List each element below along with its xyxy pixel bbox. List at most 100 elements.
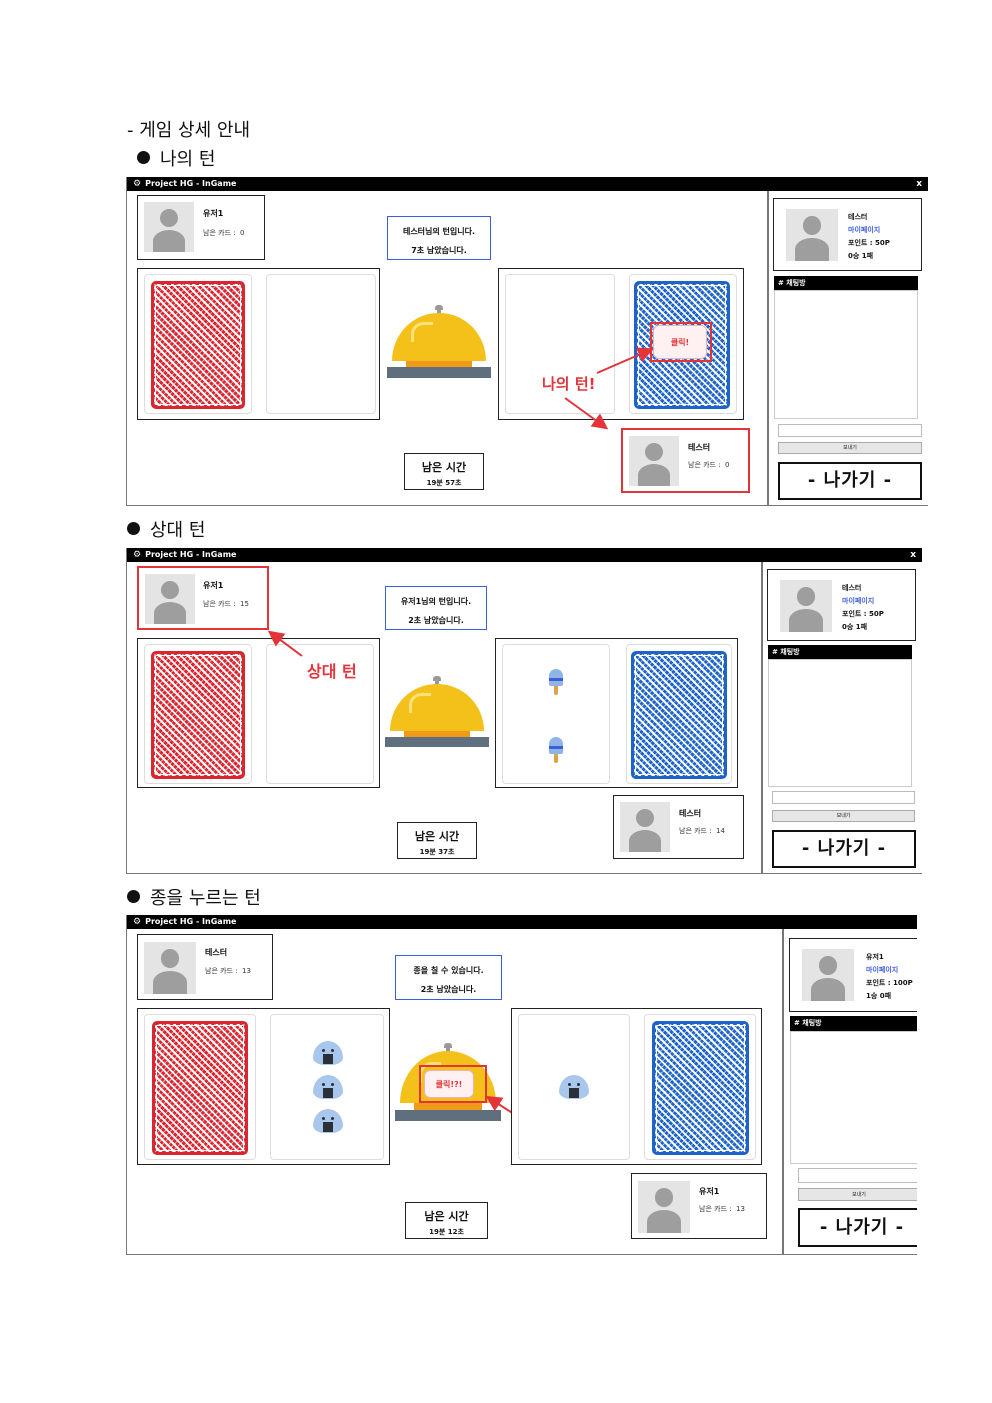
profile-card: 테스터 마이페이지 포인트 : 50P 0승 1패: [773, 198, 922, 271]
send-button[interactable]: 보내기: [778, 442, 922, 454]
game-screenshot-opponent-turn: ⚙ Project HG - InGame x 유저1 남은 카드 : 15 유저1…: [126, 548, 922, 874]
rice-ball-icon: [313, 1075, 343, 1099]
opponent-info-card: 유저1 남은 카드 : 15: [137, 566, 269, 630]
opponent-deck-area: [137, 638, 380, 788]
section-title-bell-turn: 종을 누르는 턴: [127, 884, 261, 910]
chat-input[interactable]: [772, 791, 915, 804]
section-title-my-turn: 나의 턴: [137, 145, 215, 171]
panel-divider: [782, 929, 784, 1254]
profile-points: 포인트 : 50P: [842, 610, 884, 618]
window-titlebar: ⚙ Project HG - InGame x: [127, 548, 922, 562]
red-card-back[interactable]: [151, 281, 245, 409]
my-info-card: 유저1 남은 카드 : 13: [631, 1173, 767, 1239]
gear-icon: ⚙: [133, 179, 142, 189]
profile-name: 테스터: [848, 213, 868, 221]
panel-divider: [761, 562, 763, 873]
close-icon[interactable]: x: [910, 550, 916, 560]
bullet-icon: [137, 151, 150, 164]
avatar: [629, 436, 679, 486]
profile-record: 0승 1패: [842, 623, 868, 631]
my-deck-area: [511, 1008, 762, 1165]
blue-card-back[interactable]: [652, 1021, 749, 1155]
remaining-cards: 남은 카드 : 14: [679, 827, 725, 835]
close-icon[interactable]: x: [916, 179, 922, 189]
profile-name: 유저1: [866, 953, 884, 961]
mypage-link[interactable]: 마이페이지: [848, 226, 881, 234]
played-card-slot: [505, 274, 615, 414]
mypage-link[interactable]: 마이페이지: [842, 597, 875, 605]
game-screenshot-my-turn: ⚙ Project HG - InGame x 유저1 남은 카드 : 0 테스터님…: [126, 177, 928, 506]
annotation-opponent-turn: 상대 턴: [307, 662, 357, 681]
played-card-slot: [266, 644, 374, 784]
remaining-cards: 남은 카드 : 0: [688, 461, 730, 469]
panel-divider: [767, 191, 769, 505]
player-name: 유저1: [203, 209, 224, 218]
played-card-slot: [502, 644, 610, 784]
red-card-back[interactable]: [151, 651, 245, 779]
avatar: [144, 202, 194, 252]
blue-card-back[interactable]: [631, 651, 727, 779]
section-label: 나의 턴: [160, 149, 216, 170]
profile-card: 유저1 마이페이지 포인트 : 100P 1승 0패: [789, 938, 917, 1012]
mypage-link[interactable]: 마이페이지: [866, 966, 899, 974]
my-deck-area: [495, 638, 738, 788]
turn-message: 테스터님의 턴입니다. 7초 남았습니다.: [387, 216, 491, 260]
player-name: 유저1: [203, 581, 224, 590]
red-card-back[interactable]: [152, 1021, 248, 1155]
avatar: [780, 580, 832, 632]
bell-icon[interactable]: [385, 676, 489, 752]
remaining-time-box: 남은 시간 19분 57초: [404, 453, 484, 490]
turn-message: 종을 칠 수 있습니다. 2초 남았습니다.: [395, 955, 502, 1000]
played-card-slot: [266, 274, 376, 414]
turn-message: 유저1님의 턴입니다. 2초 남았습니다.: [385, 586, 487, 630]
chat-input[interactable]: [778, 424, 922, 437]
chat-messages: [774, 290, 918, 419]
rice-ball-icon: [313, 1109, 343, 1133]
exit-button[interactable]: - 나가기 -: [778, 462, 922, 500]
profile-info: 유저1 마이페이지 포인트 : 100P 1승 0패: [866, 951, 913, 1003]
gear-icon: ⚙: [133, 917, 142, 927]
send-button[interactable]: 보내기: [798, 1188, 917, 1201]
exit-button[interactable]: - 나가기 -: [772, 830, 916, 868]
profile-record: 1승 0패: [866, 992, 892, 1000]
window-titlebar: ⚙ Project HG - InGame: [127, 915, 917, 929]
bell-icon[interactable]: [387, 305, 491, 383]
window-title: Project HG - InGame: [145, 179, 237, 188]
remaining-cards: 남은 카드 : 15: [203, 600, 249, 608]
card-slot: [626, 644, 732, 784]
played-card-slot: [270, 1014, 384, 1160]
time-value: 19분 12초: [429, 1228, 464, 1236]
turn-message-line1: 테스터님의 턴입니다.: [402, 227, 476, 236]
section-label: 종을 누르는 턴: [150, 888, 261, 909]
remaining-cards: 남은 카드 : 13: [699, 1205, 745, 1213]
chat-input[interactable]: [798, 1168, 917, 1183]
opponent-deck-area: [137, 268, 380, 420]
avatar: [638, 1181, 690, 1233]
avatar: [802, 949, 854, 1001]
rice-ball-icon: [559, 1075, 589, 1099]
doc-heading: - 게임 상세 안내: [127, 120, 251, 141]
profile-card: 테스터 마이페이지 포인트 : 50P 0승 1패: [767, 569, 916, 641]
remaining-cards: 남은 카드 : 13: [205, 967, 251, 975]
remaining-cards: 남은 카드 : 0: [203, 229, 245, 237]
exit-button[interactable]: - 나가기 -: [798, 1208, 917, 1247]
time-label: 남은 시간: [421, 461, 467, 474]
opponent-info-card: 유저1 남은 카드 : 0: [137, 195, 265, 260]
card-slot: [144, 644, 252, 784]
avatar: [620, 802, 670, 852]
chat-header: # 채팅방: [790, 1016, 917, 1031]
profile-points: 포인트 : 50P: [848, 239, 890, 247]
turn-message-line2: 7초 남았습니다.: [411, 246, 467, 255]
send-button[interactable]: 보내기: [772, 810, 915, 822]
chat-messages: [790, 1031, 917, 1164]
card-slot: [144, 1014, 256, 1160]
profile-name: 테스터: [842, 584, 862, 592]
window-title: Project HG - InGame: [145, 550, 237, 559]
turn-message-line1: 종을 칠 수 있습니다.: [413, 966, 484, 975]
section-title-opponent-turn: 상대 턴: [127, 516, 205, 542]
section-label: 상대 턴: [150, 520, 206, 541]
popsicle-icon: [549, 737, 563, 763]
avatar: [786, 209, 838, 261]
time-label: 남은 시간: [414, 830, 460, 843]
player-name: 유저1: [699, 1187, 720, 1196]
